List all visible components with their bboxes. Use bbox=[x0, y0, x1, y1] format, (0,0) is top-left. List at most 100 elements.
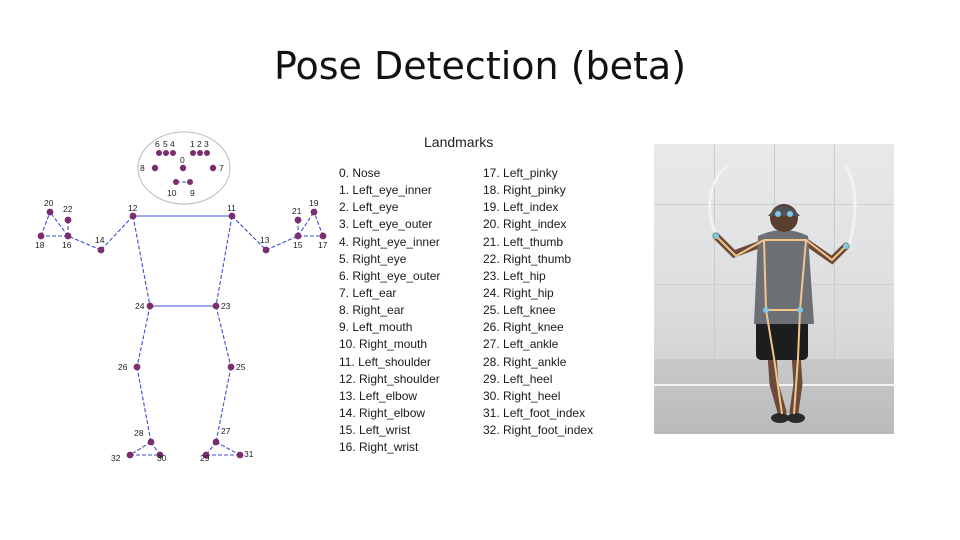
joint-17 bbox=[319, 232, 327, 240]
joint-label: 3 bbox=[204, 139, 209, 149]
joint-11 bbox=[228, 212, 236, 220]
joint-label: 18 bbox=[35, 240, 45, 250]
joint-label: 17 bbox=[318, 240, 328, 250]
landmark-item: 18. Right_pinky bbox=[483, 183, 566, 198]
landmarks-heading: Landmarks bbox=[424, 134, 494, 150]
joint-0 bbox=[179, 164, 187, 172]
joint-26 bbox=[133, 363, 141, 371]
joint-label: 4 bbox=[170, 139, 175, 149]
joint-9 bbox=[187, 179, 193, 185]
joint-label: 21 bbox=[292, 206, 302, 216]
joint-23 bbox=[212, 302, 220, 310]
joint-13 bbox=[262, 246, 270, 254]
joint-label: 31 bbox=[244, 449, 254, 459]
joint-label: 24 bbox=[135, 301, 145, 311]
joint-25 bbox=[227, 363, 235, 371]
joint-label: 7 bbox=[219, 163, 224, 173]
landmark-item: 4. Right_eye_inner bbox=[339, 234, 440, 249]
landmark-item: 22. Right_thumb bbox=[483, 251, 572, 266]
joint-29 bbox=[202, 451, 210, 459]
landmarks-list-right: 17. Left_pinky 18. Right_pinky 19. Left_in… bbox=[483, 165, 593, 439]
joint-10 bbox=[173, 179, 179, 185]
landmark-item: 24. Right_hip bbox=[483, 285, 554, 300]
landmark-item: 26. Right_knee bbox=[483, 320, 564, 335]
joint-7 bbox=[209, 164, 217, 172]
joint-label: 22 bbox=[63, 204, 73, 214]
landmark-item: 15. Left_wrist bbox=[339, 423, 411, 438]
landmark-item: 20. Right_index bbox=[483, 217, 567, 232]
joint-6 bbox=[156, 150, 162, 156]
joint-4 bbox=[170, 150, 176, 156]
joint-label: 10 bbox=[167, 188, 177, 198]
landmark-item: 17. Left_pinky bbox=[483, 166, 558, 180]
joint-label: 23 bbox=[221, 301, 231, 311]
joint-28 bbox=[147, 438, 155, 446]
joint-label: 14 bbox=[95, 235, 105, 245]
landmark-item: 23. Left_hip bbox=[483, 268, 546, 283]
joint-16 bbox=[64, 232, 72, 240]
pose-photo bbox=[654, 144, 894, 434]
joint-27 bbox=[212, 438, 220, 446]
landmark-item: 14. Right_elbow bbox=[339, 405, 426, 420]
joint-label: 5 bbox=[163, 139, 168, 149]
joint-2 bbox=[197, 150, 203, 156]
joint-label: 11 bbox=[227, 203, 236, 213]
joint-label: 13 bbox=[260, 235, 270, 245]
joint-label: 6 bbox=[155, 139, 160, 149]
joint-3 bbox=[204, 150, 210, 156]
landmark-item: 27. Left_ankle bbox=[483, 337, 559, 352]
landmark-item: 1. Left_eye_inner bbox=[339, 183, 432, 198]
landmark-item: 32. Right_foot_index bbox=[483, 423, 594, 438]
landmark-item: 19. Left_index bbox=[483, 200, 559, 215]
joint-label: 8 bbox=[140, 163, 145, 173]
joint-label: 26 bbox=[118, 362, 128, 372]
joint-label: 32 bbox=[111, 453, 121, 463]
landmark-item: 28. Right_ankle bbox=[483, 354, 567, 369]
joint-30 bbox=[156, 451, 164, 459]
joint-1 bbox=[190, 150, 196, 156]
joint-label: 29 bbox=[200, 453, 210, 463]
landmark-item: 30. Right_heel bbox=[483, 388, 561, 403]
joint-19 bbox=[310, 208, 318, 216]
joint-label: 30 bbox=[157, 453, 167, 463]
joint-label: 27 bbox=[221, 426, 231, 436]
joint-label: 1 bbox=[190, 139, 195, 149]
landmark-item: 29. Left_heel bbox=[483, 371, 553, 386]
joint-5 bbox=[163, 150, 169, 156]
joint-15 bbox=[294, 232, 302, 240]
joint-8 bbox=[151, 164, 159, 172]
joint-label: 19 bbox=[309, 198, 319, 208]
joint-24 bbox=[146, 302, 154, 310]
joint-label: 0 bbox=[180, 155, 185, 165]
joint-points bbox=[37, 150, 327, 459]
landmark-item: 0. Nose bbox=[339, 166, 381, 180]
skeleton-limbs bbox=[40, 181, 324, 456]
landmark-item: 25. Left_knee bbox=[483, 303, 556, 318]
slide-title: Pose Detection (beta) bbox=[273, 44, 687, 88]
joint-label: 15 bbox=[293, 240, 303, 250]
landmark-item: 5. Right_eye bbox=[339, 251, 407, 266]
landmark-item: 6. Right_eye_outer bbox=[339, 268, 441, 283]
landmark-item: 16. Right_wrist bbox=[339, 440, 419, 455]
joint-22 bbox=[64, 216, 72, 224]
person-figure bbox=[708, 164, 857, 423]
joint-labels: 0 1 2 3 4 5 6 7 8 9 10 11 12 13 14 15 16… bbox=[35, 139, 328, 463]
landmark-item: 13. Left_elbow bbox=[339, 388, 418, 403]
joint-label: 28 bbox=[134, 428, 144, 438]
joint-label: 9 bbox=[190, 188, 195, 198]
joint-label: 25 bbox=[236, 362, 246, 372]
landmark-item: 31. Left_foot_index bbox=[483, 405, 586, 420]
face-outline bbox=[137, 131, 231, 205]
joint-label: 16 bbox=[62, 240, 72, 250]
joint-14 bbox=[97, 246, 105, 254]
landmark-item: 3. Left_eye_outer bbox=[339, 217, 433, 232]
joint-20 bbox=[46, 208, 54, 216]
landmarks-list-left: 0. Nose 1. Left_eye_inner 2. Left_eye 3. Le… bbox=[339, 165, 440, 456]
landmark-item: 12. Right_shoulder bbox=[339, 371, 440, 386]
joint-label: 2 bbox=[197, 139, 202, 149]
joint-32 bbox=[126, 451, 134, 459]
joint-label: 12 bbox=[128, 203, 138, 213]
landmark-item: 11. Left_shoulder bbox=[339, 354, 431, 369]
landmark-item: 10. Right_mouth bbox=[339, 337, 428, 352]
